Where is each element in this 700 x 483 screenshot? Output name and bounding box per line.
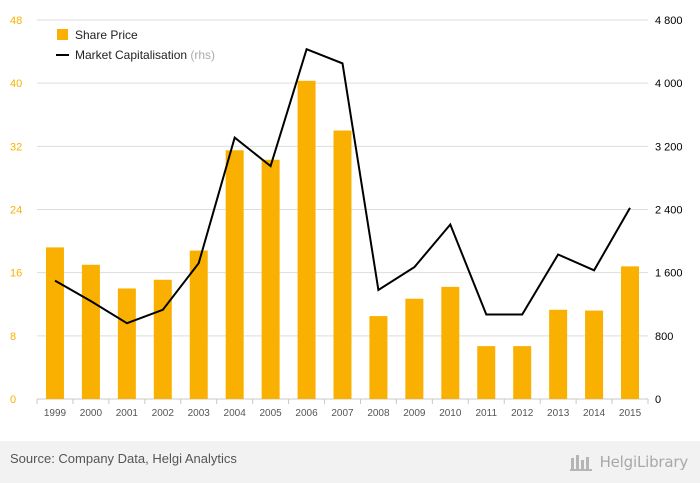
legend-label-market-cap: Market Capitalisation (rhs) [75, 48, 215, 62]
right-axis: 0 800 1 600 2 400 3 200 4 000 4 800 [655, 15, 683, 406]
bar [261, 159, 280, 399]
y-left-tick-label: 40 [10, 78, 22, 90]
x-tick-label: 2005 [259, 408, 282, 419]
bar [513, 346, 532, 399]
x-tick-label: 2001 [116, 408, 139, 419]
legend-label-rhs: (rhs) [190, 48, 215, 62]
y-right-tick-label: 2 400 [655, 205, 683, 217]
x-tick-label: 2006 [295, 408, 318, 419]
library-icon [569, 455, 592, 471]
bar [621, 266, 640, 399]
x-tick-label: 2015 [619, 408, 642, 419]
y-left-tick-label: 8 [10, 331, 16, 343]
bar [81, 264, 100, 399]
bar [333, 130, 352, 399]
line-series [54, 47, 631, 325]
y-right-tick-label: 800 [655, 331, 673, 343]
x-tick-label: 2010 [439, 408, 462, 419]
y-left-tick-label: 48 [10, 15, 22, 27]
y-left-tick-label: 24 [10, 205, 22, 217]
x-tick-label: 2014 [583, 408, 606, 419]
x-tick-label: 2008 [367, 408, 390, 419]
legend-label-share-price: Share Price [75, 28, 138, 42]
bar [45, 247, 64, 399]
market-cap-line [54, 47, 631, 325]
y-right-tick-label: 3 200 [655, 141, 683, 153]
helgi-library-logo[interactable]: HelgiLibrary [569, 448, 689, 476]
y-left-tick-label: 32 [10, 141, 22, 153]
left-axis: 0 8 16 24 32 40 48 [10, 15, 22, 406]
bar [405, 298, 424, 399]
x-axis: 1999 2000 2001 2002 2003 2004 2005 2006 2007 2008… [36, 399, 649, 419]
x-tick-label: 1999 [44, 408, 67, 419]
bar [153, 279, 172, 399]
x-tick-label: 2013 [547, 408, 570, 419]
bar [549, 309, 568, 399]
bar [225, 150, 244, 399]
legend: Share Price Market Capitalisation (rhs) [56, 28, 215, 62]
y-left-tick-label: 0 [10, 394, 16, 406]
bar [585, 310, 604, 399]
y-right-tick-label: 4 000 [655, 78, 683, 90]
footer: Source: Company Data, Helgi Analytics He… [0, 441, 700, 483]
y-right-tick-label: 4 800 [655, 15, 683, 27]
x-tick-label: 2003 [188, 408, 211, 419]
x-tick-label: 2012 [511, 408, 534, 419]
bar-series [45, 80, 640, 400]
bar [117, 288, 136, 399]
x-tick-label: 2011 [476, 408, 498, 419]
bar [369, 316, 388, 399]
y-right-tick-label: 1 600 [655, 268, 683, 280]
bar [477, 346, 496, 399]
logo-text: HelgiLibrary [599, 453, 689, 471]
x-tick-label: 2004 [224, 408, 247, 419]
legend-swatch-share-price [57, 29, 68, 40]
bar [441, 286, 460, 399]
source-text: Source: Company Data, Helgi Analytics [10, 451, 237, 466]
x-tick-label: 2002 [152, 408, 175, 419]
x-tick-label: 2009 [403, 408, 426, 419]
y-left-tick-label: 16 [10, 268, 22, 280]
bar [189, 250, 208, 399]
chart: 0 8 16 24 32 40 48 0 800 1 600 2 400 3 200 4 000 4 8… [10, 15, 683, 419]
x-tick-label: 2000 [80, 408, 103, 419]
y-right-tick-label: 0 [655, 394, 661, 406]
bar [297, 80, 316, 400]
x-tick-label: 2007 [331, 408, 354, 419]
